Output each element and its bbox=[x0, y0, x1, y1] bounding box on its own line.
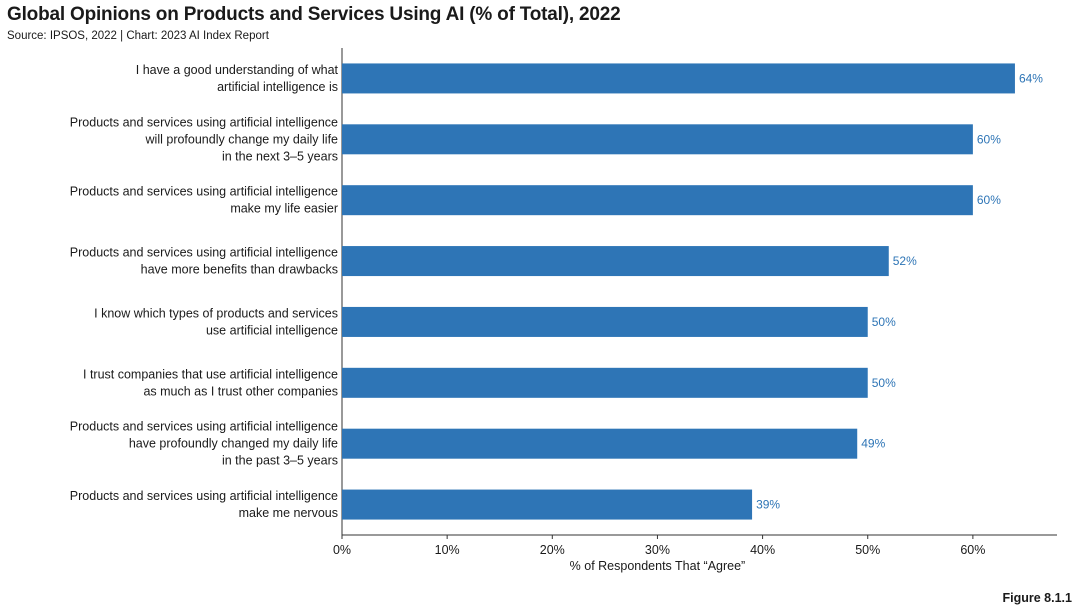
x-tick-label: 40% bbox=[750, 543, 775, 557]
x-tick-label: 50% bbox=[855, 543, 880, 557]
category-label: Products and services using artificial i… bbox=[70, 246, 338, 277]
category-label: Products and services using artificial i… bbox=[70, 185, 338, 216]
data-label: 64% bbox=[1019, 71, 1043, 85]
bar bbox=[342, 428, 858, 459]
figure-label: Figure 8.1.1 bbox=[1002, 591, 1072, 605]
category-label: I know which types of products and servi… bbox=[94, 306, 338, 337]
bar bbox=[342, 306, 868, 337]
x-axis-title: % of Respondents That “Agree” bbox=[570, 559, 746, 573]
bar bbox=[342, 367, 868, 398]
data-label: 50% bbox=[872, 315, 896, 329]
category-label: Products and services using artificial i… bbox=[70, 420, 338, 468]
chart-subtitle: Source: IPSOS, 2022 | Chart: 2023 AI Ind… bbox=[7, 30, 269, 42]
data-label: 39% bbox=[756, 498, 780, 512]
x-tick-label: 60% bbox=[960, 543, 985, 557]
bar bbox=[342, 124, 973, 155]
x-tick-label: 30% bbox=[645, 543, 670, 557]
x-tick-label: 20% bbox=[540, 543, 565, 557]
data-label: 60% bbox=[977, 193, 1001, 207]
category-label: I have a good understanding of what artif… bbox=[136, 63, 339, 94]
bar bbox=[342, 63, 1015, 94]
category-label: I trust companies that use artificial in… bbox=[83, 367, 338, 398]
x-tick-label: 0% bbox=[333, 543, 351, 557]
data-label: 50% bbox=[872, 376, 896, 390]
bar bbox=[342, 489, 753, 520]
data-label: 60% bbox=[977, 132, 1001, 146]
data-label: 49% bbox=[861, 437, 885, 451]
bar bbox=[342, 185, 973, 216]
bar bbox=[342, 246, 889, 277]
x-tick-label: 10% bbox=[435, 543, 460, 557]
category-label: Products and services using artificial i… bbox=[70, 115, 338, 163]
category-label: Products and services using artificial i… bbox=[70, 489, 338, 520]
chart-title: Global Opinions on Products and Services… bbox=[7, 4, 621, 25]
data-label: 52% bbox=[893, 254, 917, 268]
